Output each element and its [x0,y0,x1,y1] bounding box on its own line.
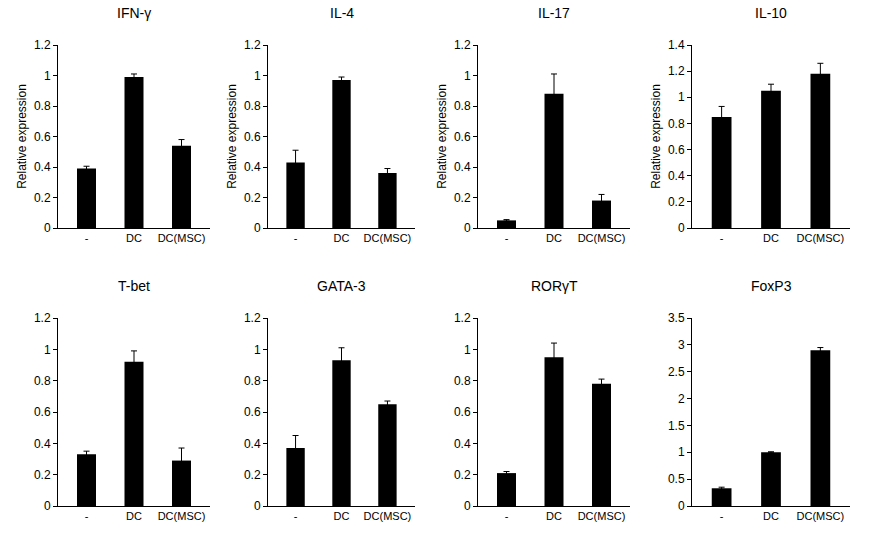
svg-text:1: 1 [254,69,261,83]
svg-text:0.2: 0.2 [668,195,685,209]
svg-text:0.8: 0.8 [668,117,685,131]
svg-text:IL-17: IL-17 [538,5,570,21]
svg-text:0.2: 0.2 [454,468,471,482]
svg-text:DC(MSC): DC(MSC) [797,510,845,522]
svg-text:0.5: 0.5 [668,472,685,486]
svg-text:0: 0 [678,221,685,235]
svg-text:0: 0 [44,499,51,513]
svg-text:DC(MSC): DC(MSC) [578,232,626,244]
svg-text:DC(MSC): DC(MSC) [797,232,845,244]
svg-text:-: - [505,232,509,244]
svg-text:0: 0 [678,499,685,513]
svg-text:0.4: 0.4 [34,160,51,174]
svg-text:DC: DC [763,510,779,522]
svg-text:0: 0 [254,499,261,513]
svg-text:GATA-3: GATA-3 [317,278,366,294]
svg-text:0: 0 [464,499,471,513]
svg-text:0.2: 0.2 [454,191,471,205]
svg-text:0: 0 [254,221,261,235]
svg-text:0.4: 0.4 [668,169,685,183]
svg-text:1.2: 1.2 [454,38,471,52]
svg-text:DC(MSC): DC(MSC) [158,232,206,244]
svg-text:2.5: 2.5 [668,365,685,379]
svg-text:0.6: 0.6 [454,130,471,144]
svg-text:1.5: 1.5 [668,419,685,433]
svg-text:DC(MSC): DC(MSC) [158,510,206,522]
svg-text:1: 1 [44,343,51,357]
svg-text:0.8: 0.8 [34,99,51,113]
svg-text:DC: DC [126,510,142,522]
svg-text:3: 3 [678,338,685,352]
svg-text:-: - [720,510,724,522]
svg-text:1: 1 [678,90,685,104]
svg-text:0.4: 0.4 [244,160,261,174]
svg-text:1.2: 1.2 [244,311,261,325]
svg-text:3.5: 3.5 [668,311,685,325]
svg-text:1: 1 [464,343,471,357]
svg-text:IL-10: IL-10 [755,5,787,21]
svg-text:0.4: 0.4 [34,437,51,451]
svg-text:DC: DC [334,232,350,244]
svg-text:1.2: 1.2 [34,311,51,325]
svg-text:1.2: 1.2 [454,311,471,325]
svg-text:-: - [294,232,298,244]
svg-text:Relative expression: Relative expression [649,84,663,189]
svg-text:IFN-γ: IFN-γ [117,5,151,21]
svg-text:0.6: 0.6 [34,405,51,419]
svg-text:DC: DC [546,510,562,522]
svg-text:0.8: 0.8 [34,374,51,388]
svg-text:DC(MSC): DC(MSC) [364,232,412,244]
svg-text:DC(MSC): DC(MSC) [364,510,412,522]
svg-text:2: 2 [678,392,685,406]
svg-text:0.6: 0.6 [668,143,685,157]
svg-text:0.2: 0.2 [244,468,261,482]
svg-text:1: 1 [678,445,685,459]
svg-text:1.2: 1.2 [244,38,261,52]
svg-text:DC: DC [546,232,562,244]
svg-text:-: - [85,510,89,522]
svg-text:0.2: 0.2 [244,191,261,205]
svg-text:1: 1 [464,69,471,83]
svg-text:Relative expression: Relative expression [225,84,239,189]
svg-text:0: 0 [44,221,51,235]
svg-text:DC: DC [334,510,350,522]
svg-text:-: - [85,232,89,244]
svg-text:0.6: 0.6 [454,405,471,419]
svg-text:0.8: 0.8 [454,99,471,113]
svg-text:FoxP3: FoxP3 [751,278,792,294]
svg-text:T-bet: T-bet [118,278,150,294]
svg-text:0.4: 0.4 [454,437,471,451]
svg-text:0.6: 0.6 [244,405,261,419]
svg-text:RORγT: RORγT [531,278,578,294]
svg-text:-: - [505,510,509,522]
svg-text:DC(MSC): DC(MSC) [578,510,626,522]
svg-text:-: - [720,232,724,244]
svg-text:1.2: 1.2 [34,38,51,52]
svg-text:0.6: 0.6 [34,130,51,144]
svg-text:-: - [294,510,298,522]
svg-text:0.4: 0.4 [244,437,261,451]
svg-text:0.4: 0.4 [454,160,471,174]
svg-text:1.4: 1.4 [668,38,685,52]
svg-text:Relative expression: Relative expression [435,84,449,189]
svg-text:0.8: 0.8 [244,374,261,388]
svg-text:Relative expression: Relative expression [15,84,29,189]
svg-text:1.2: 1.2 [668,64,685,78]
svg-text:IL-4: IL-4 [330,5,354,21]
svg-text:1: 1 [44,69,51,83]
svg-text:0.6: 0.6 [244,130,261,144]
svg-text:0.8: 0.8 [244,99,261,113]
svg-text:1: 1 [254,343,261,357]
svg-text:DC: DC [763,232,779,244]
svg-text:0.8: 0.8 [454,374,471,388]
svg-text:0: 0 [464,221,471,235]
svg-text:DC: DC [126,232,142,244]
svg-text:0.2: 0.2 [34,468,51,482]
svg-text:0.2: 0.2 [34,191,51,205]
